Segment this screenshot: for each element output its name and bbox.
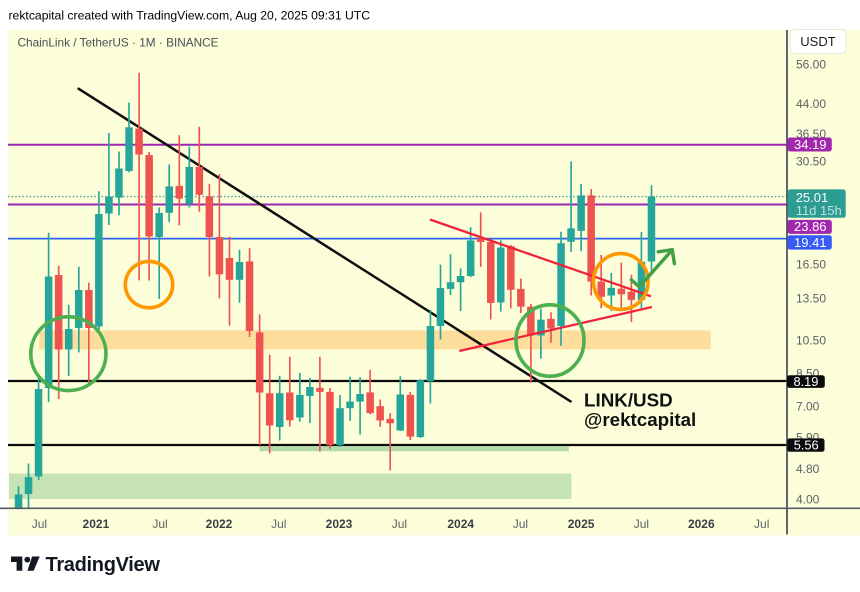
- svg-text:USDT: USDT: [800, 34, 835, 49]
- svg-text:rektcapital created with Tradi: rektcapital created with TradingView.com…: [9, 8, 371, 22]
- svg-text:19.41: 19.41: [794, 235, 827, 250]
- svg-text:2022: 2022: [206, 517, 233, 531]
- svg-text:5.56: 5.56: [794, 437, 819, 452]
- svg-text:Jul: Jul: [634, 517, 649, 531]
- svg-text:2026: 2026: [688, 517, 715, 531]
- svg-text:2024: 2024: [447, 517, 474, 531]
- svg-text:TradingView: TradingView: [46, 554, 161, 576]
- svg-text:36.50: 36.50: [796, 127, 826, 141]
- svg-text:4.80: 4.80: [796, 462, 820, 476]
- svg-text:Jul: Jul: [271, 517, 286, 531]
- svg-text:@rektcapital: @rektcapital: [584, 409, 696, 430]
- svg-text:Jul: Jul: [32, 517, 47, 531]
- svg-text:2023: 2023: [326, 517, 353, 531]
- svg-text:ChainLink / TetherUS · 1M · BI: ChainLink / TetherUS · 1M · BINANCE: [18, 36, 219, 50]
- svg-text:2025: 2025: [568, 517, 595, 531]
- svg-text:7.00: 7.00: [796, 400, 820, 414]
- svg-text:LINK/USD: LINK/USD: [584, 390, 673, 411]
- svg-text:34.19: 34.19: [794, 137, 827, 152]
- svg-text:23.86: 23.86: [794, 219, 827, 234]
- svg-text:30.50: 30.50: [796, 155, 826, 169]
- svg-text:13.50: 13.50: [796, 291, 826, 305]
- svg-text:2021: 2021: [83, 517, 110, 531]
- svg-text:44.00: 44.00: [796, 97, 826, 111]
- svg-text:Jul: Jul: [513, 517, 528, 531]
- svg-text:Jul: Jul: [754, 517, 769, 531]
- svg-text:16.50: 16.50: [796, 258, 826, 272]
- svg-text:10.50: 10.50: [796, 333, 826, 347]
- svg-text:56.00: 56.00: [796, 58, 826, 72]
- svg-text:8.19: 8.19: [794, 374, 819, 389]
- svg-text:25.01: 25.01: [796, 190, 829, 205]
- svg-text:11d 15h: 11d 15h: [796, 203, 842, 218]
- svg-text:Jul: Jul: [392, 517, 407, 531]
- svg-text:Jul: Jul: [152, 517, 167, 531]
- svg-text:4.00: 4.00: [796, 492, 820, 506]
